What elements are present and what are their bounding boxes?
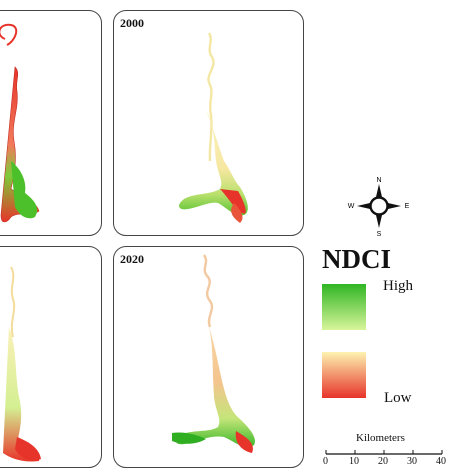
legend-gradient-low [322, 352, 366, 398]
year-label-2000: 2000 [120, 16, 144, 30]
map-panel-2000: 2000 [113, 10, 304, 236]
year-label-2020: 2020 [120, 252, 144, 266]
legend-label-low: Low [384, 390, 412, 406]
legend-title: NDCI [322, 244, 392, 274]
scale-tick-0: 0 [323, 456, 328, 467]
scale-tick-30: 30 [407, 456, 417, 467]
scale-tick-40: 40 [436, 456, 446, 467]
river-map-2000 [179, 32, 248, 223]
legend-gradient-high [322, 284, 366, 330]
map-panel-top-left [0, 10, 102, 236]
scale-tick-10: 10 [349, 456, 359, 467]
river-map-bottom-left [3, 266, 41, 462]
scale-bar-title: Kilometers [356, 432, 405, 444]
map-panel-2020: 2020 [113, 246, 304, 468]
compass-icon: N S W E [348, 177, 410, 238]
compass-e: E [405, 203, 410, 210]
river-map-2020 [172, 254, 255, 453]
scale-tick-20: 20 [378, 456, 388, 467]
compass-w: W [348, 203, 355, 210]
legend-label-high: High [383, 278, 413, 294]
north-arrow: N S W E [347, 174, 411, 243]
scale-bar-graphic [325, 450, 443, 455]
compass-n: N [376, 177, 381, 184]
map-panel-bottom-left [0, 246, 102, 468]
river-map-top-left [0, 23, 40, 223]
compass-s: S [377, 231, 382, 238]
